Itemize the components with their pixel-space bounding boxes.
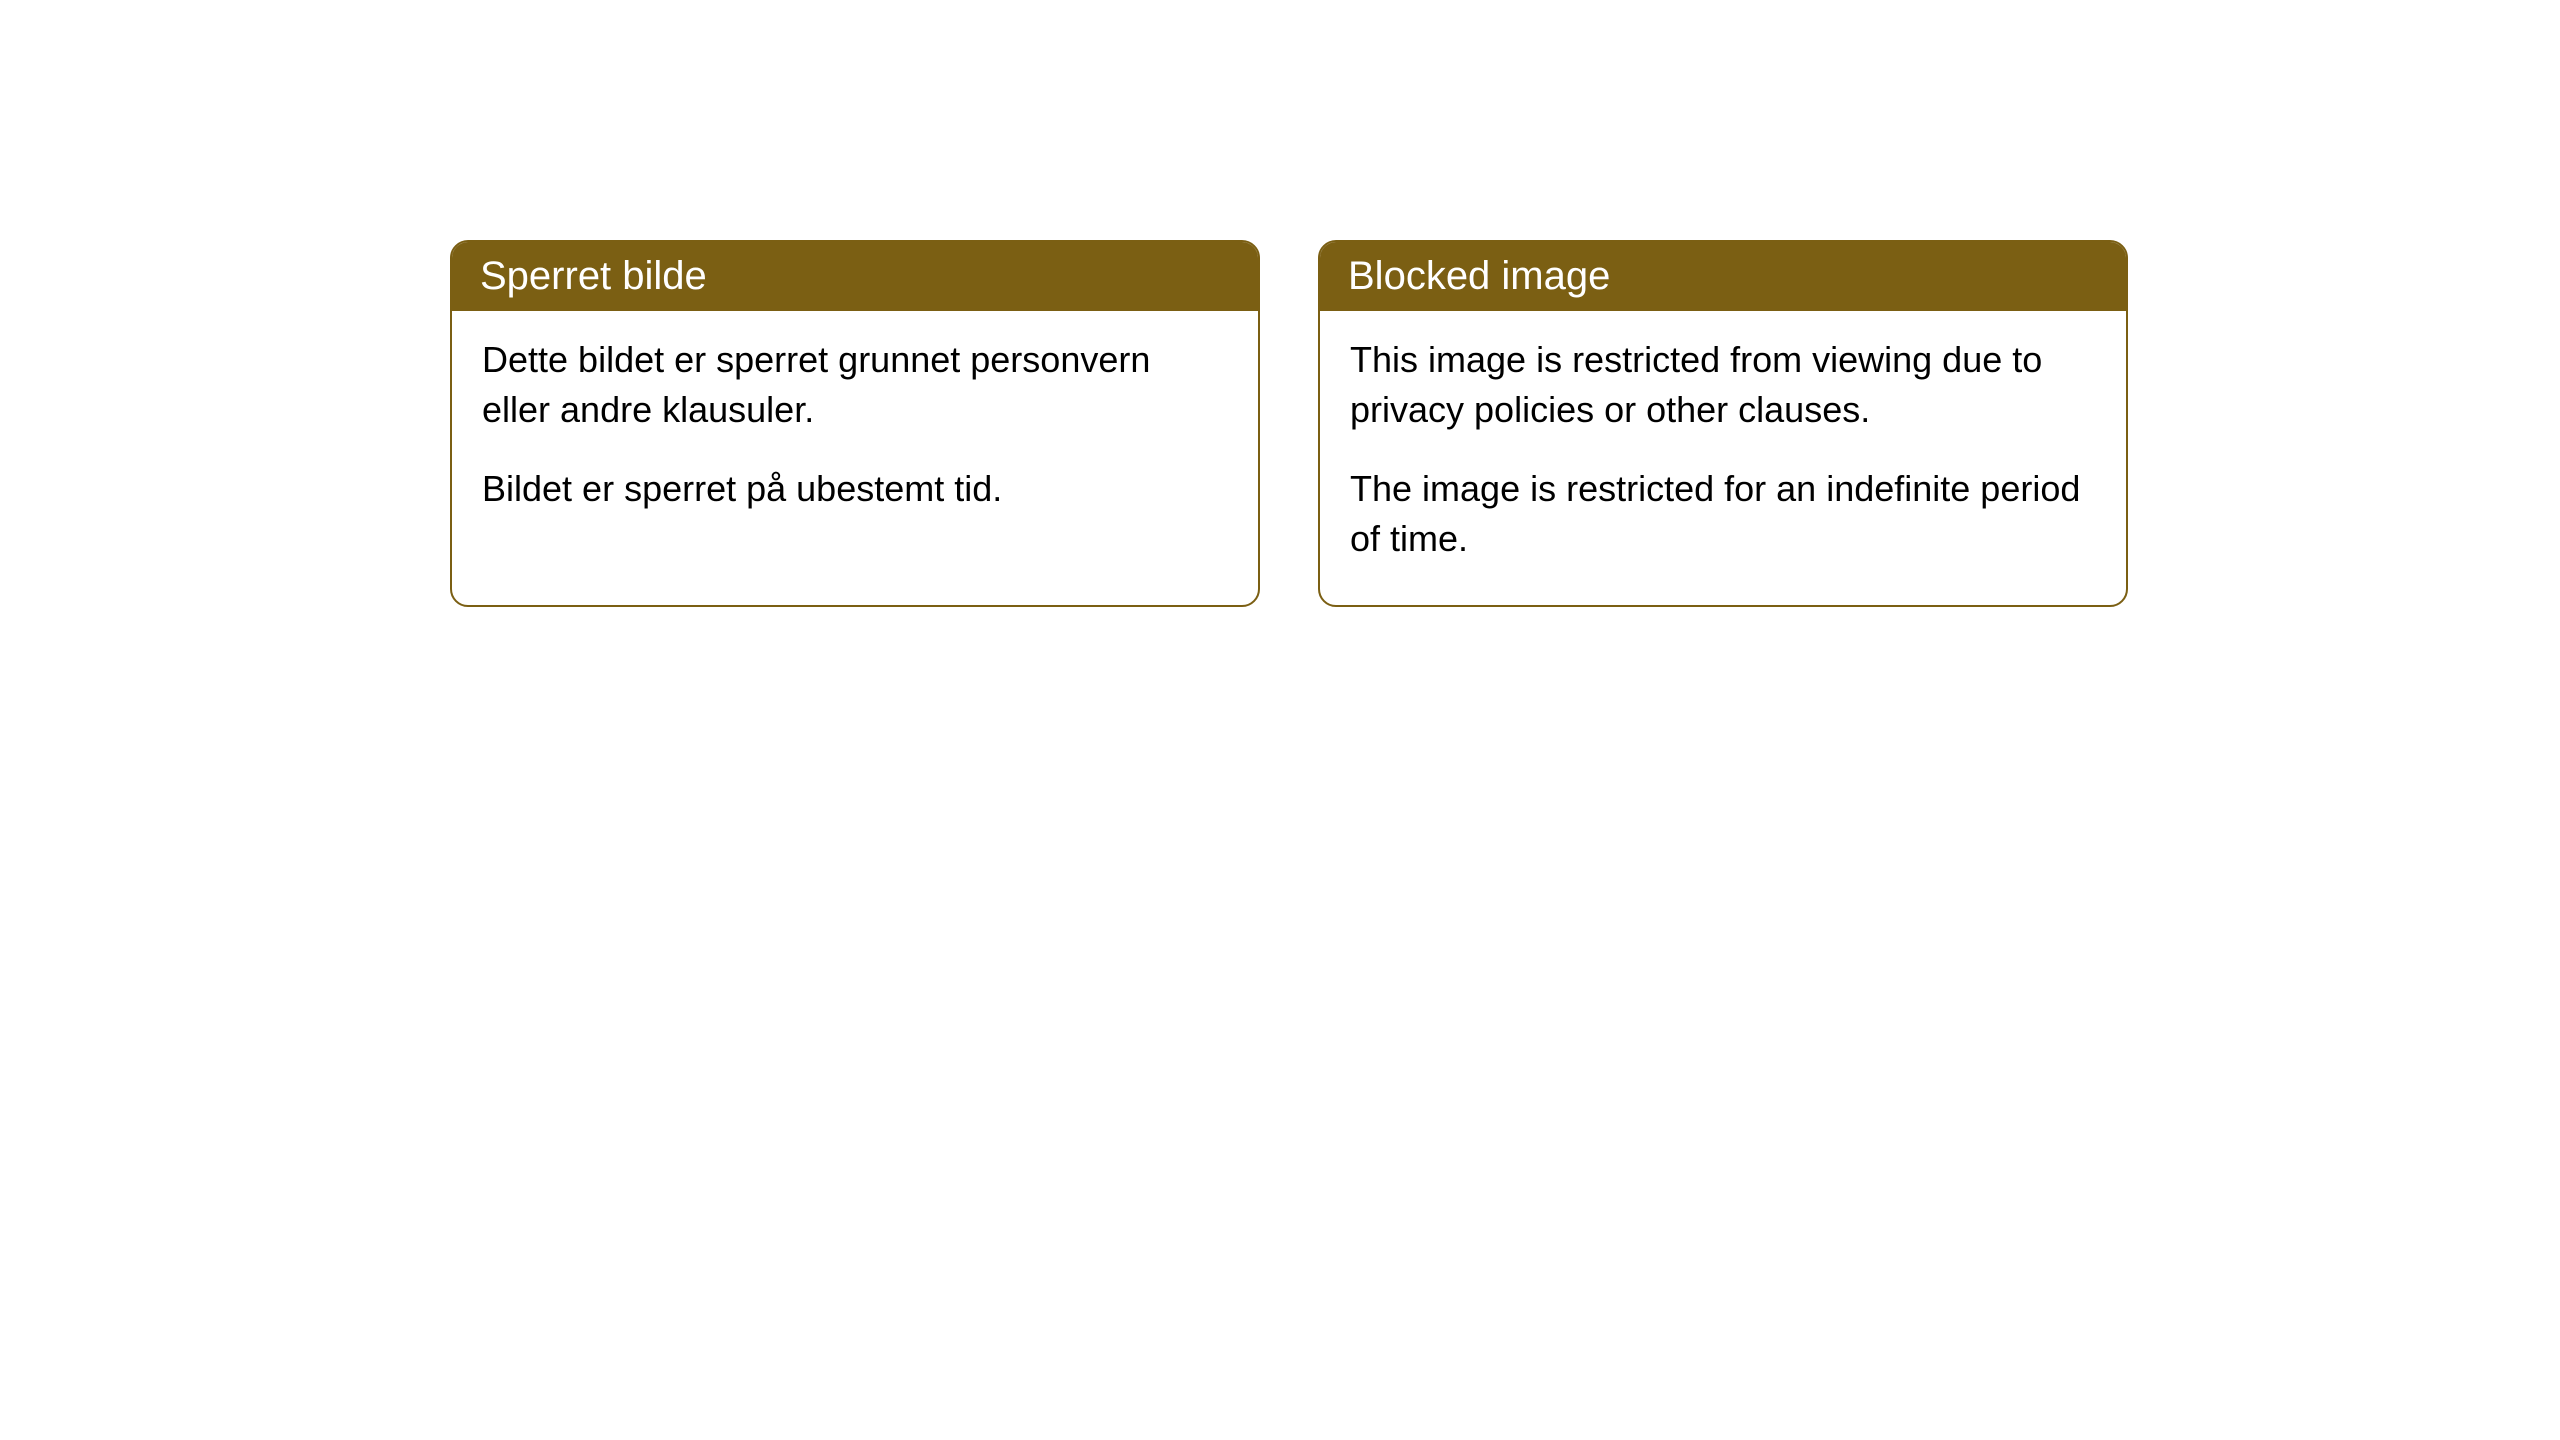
card-body: This image is restricted from viewing du… — [1320, 311, 2126, 605]
notice-cards-container: Sperret bilde Dette bildet er sperret gr… — [450, 240, 2128, 607]
notice-card-english: Blocked image This image is restricted f… — [1318, 240, 2128, 607]
card-paragraph: This image is restricted from viewing du… — [1350, 335, 2096, 436]
card-paragraph: Bildet er sperret på ubestemt tid. — [482, 464, 1228, 514]
card-paragraph: The image is restricted for an indefinit… — [1350, 464, 2096, 565]
card-paragraph: Dette bildet er sperret grunnet personve… — [482, 335, 1228, 436]
card-title: Sperret bilde — [480, 254, 707, 298]
card-title: Blocked image — [1348, 254, 1610, 298]
notice-card-norwegian: Sperret bilde Dette bildet er sperret gr… — [450, 240, 1260, 607]
card-header: Sperret bilde — [452, 242, 1258, 311]
card-body: Dette bildet er sperret grunnet personve… — [452, 311, 1258, 554]
card-header: Blocked image — [1320, 242, 2126, 311]
